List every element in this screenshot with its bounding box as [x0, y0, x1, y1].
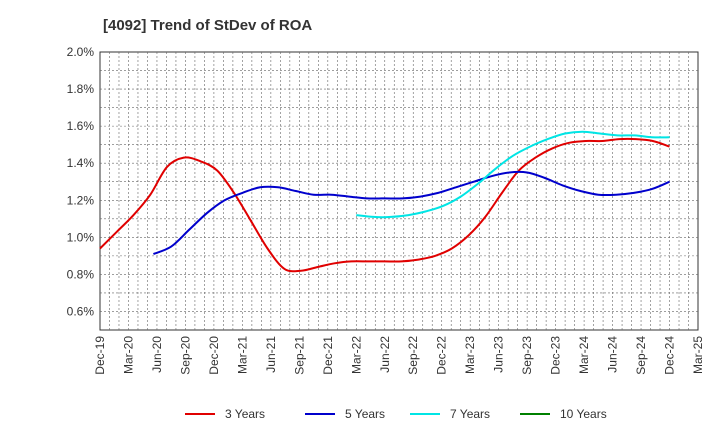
x-tick-label: Mar-20: [121, 336, 135, 374]
x-tick-label: Jun-23: [492, 336, 506, 373]
legend-label: 5 Years: [345, 407, 385, 421]
y-tick-label: 1.8%: [67, 82, 95, 96]
series-line-7-years: [356, 130, 670, 219]
y-tick-label: 1.6%: [67, 119, 95, 133]
x-tick-label: Jun-20: [150, 336, 164, 373]
x-tick-label: Sep-21: [292, 336, 306, 375]
plot-area: [99, 51, 699, 331]
x-axis: Dec-19 Mar-20 Jun-20 Sep-20 Dec-20 Mar-21 Jun-…: [93, 336, 705, 375]
y-tick-label: 1.0%: [67, 230, 95, 244]
x-tick-label: Dec-22: [435, 336, 449, 375]
x-tick-label: Sep-23: [520, 336, 534, 375]
legend-label: 10 Years: [560, 407, 607, 421]
y-tick-label: 1.4%: [67, 156, 95, 170]
x-tick-label: Jun-22: [378, 336, 392, 373]
y-tick-label: 0.8%: [67, 267, 95, 281]
x-tick-label: Mar-23: [463, 336, 477, 374]
x-tick-label: Mar-24: [577, 336, 591, 374]
x-tick-label: Dec-24: [663, 336, 677, 375]
legend: 3 Years 5 Years 7 Years 10 Years: [185, 407, 607, 421]
x-tick-label: Sep-20: [178, 336, 192, 375]
series-lines: [99, 130, 670, 273]
y-axis: 0.6% 0.8% 1.0% 1.2% 1.4% 1.6% 1.8% 2.0%: [67, 45, 95, 318]
x-tick-label: Jun-24: [606, 336, 620, 373]
chart-title: [4092] Trend of StDev of ROA: [103, 17, 312, 34]
x-tick-label: Mar-21: [235, 336, 249, 374]
x-tick-label: Mar-22: [349, 336, 363, 374]
legend-label: 7 Years: [450, 407, 490, 421]
x-tick-label: Jun-21: [264, 336, 278, 373]
series-line-3-years: [99, 137, 670, 273]
y-tick-label: 2.0%: [67, 45, 95, 59]
x-tick-label: Sep-24: [634, 336, 648, 375]
x-tick-label: Dec-23: [549, 336, 563, 375]
x-tick-label: Dec-21: [321, 336, 335, 375]
y-tick-label: 0.6%: [67, 304, 95, 318]
legend-label: 3 Years: [225, 407, 265, 421]
series-line-5-years: [153, 170, 670, 255]
x-tick-label: Dec-20: [207, 336, 221, 375]
x-tick-label: Dec-19: [93, 336, 107, 375]
y-tick-label: 1.2%: [67, 193, 95, 207]
x-tick-label: Mar-25: [691, 336, 705, 374]
x-tick-label: Sep-22: [406, 336, 420, 375]
